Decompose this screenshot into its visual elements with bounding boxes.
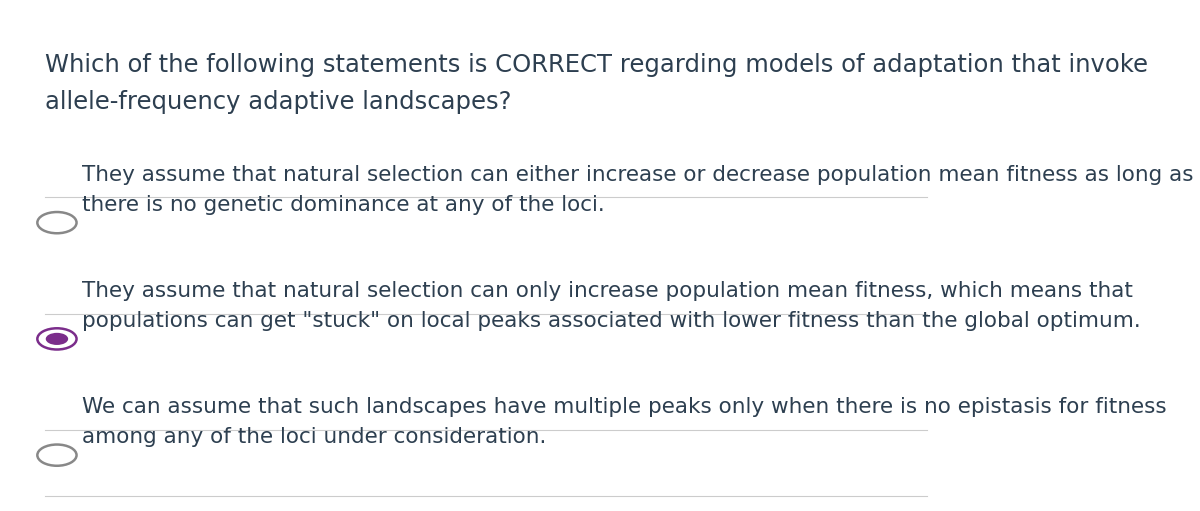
Text: Which of the following statements is CORRECT regarding models of adaptation that: Which of the following statements is COR… bbox=[44, 53, 1148, 113]
Text: They assume that natural selection can only increase population mean fitness, wh: They assume that natural selection can o… bbox=[82, 281, 1141, 331]
Text: We can assume that such landscapes have multiple peaks only when there is no epi: We can assume that such landscapes have … bbox=[82, 397, 1166, 448]
Circle shape bbox=[37, 445, 77, 466]
Circle shape bbox=[37, 212, 77, 233]
Text: They assume that natural selection can either increase or decrease population me: They assume that natural selection can e… bbox=[82, 165, 1194, 215]
Circle shape bbox=[46, 333, 68, 345]
Circle shape bbox=[37, 328, 77, 350]
